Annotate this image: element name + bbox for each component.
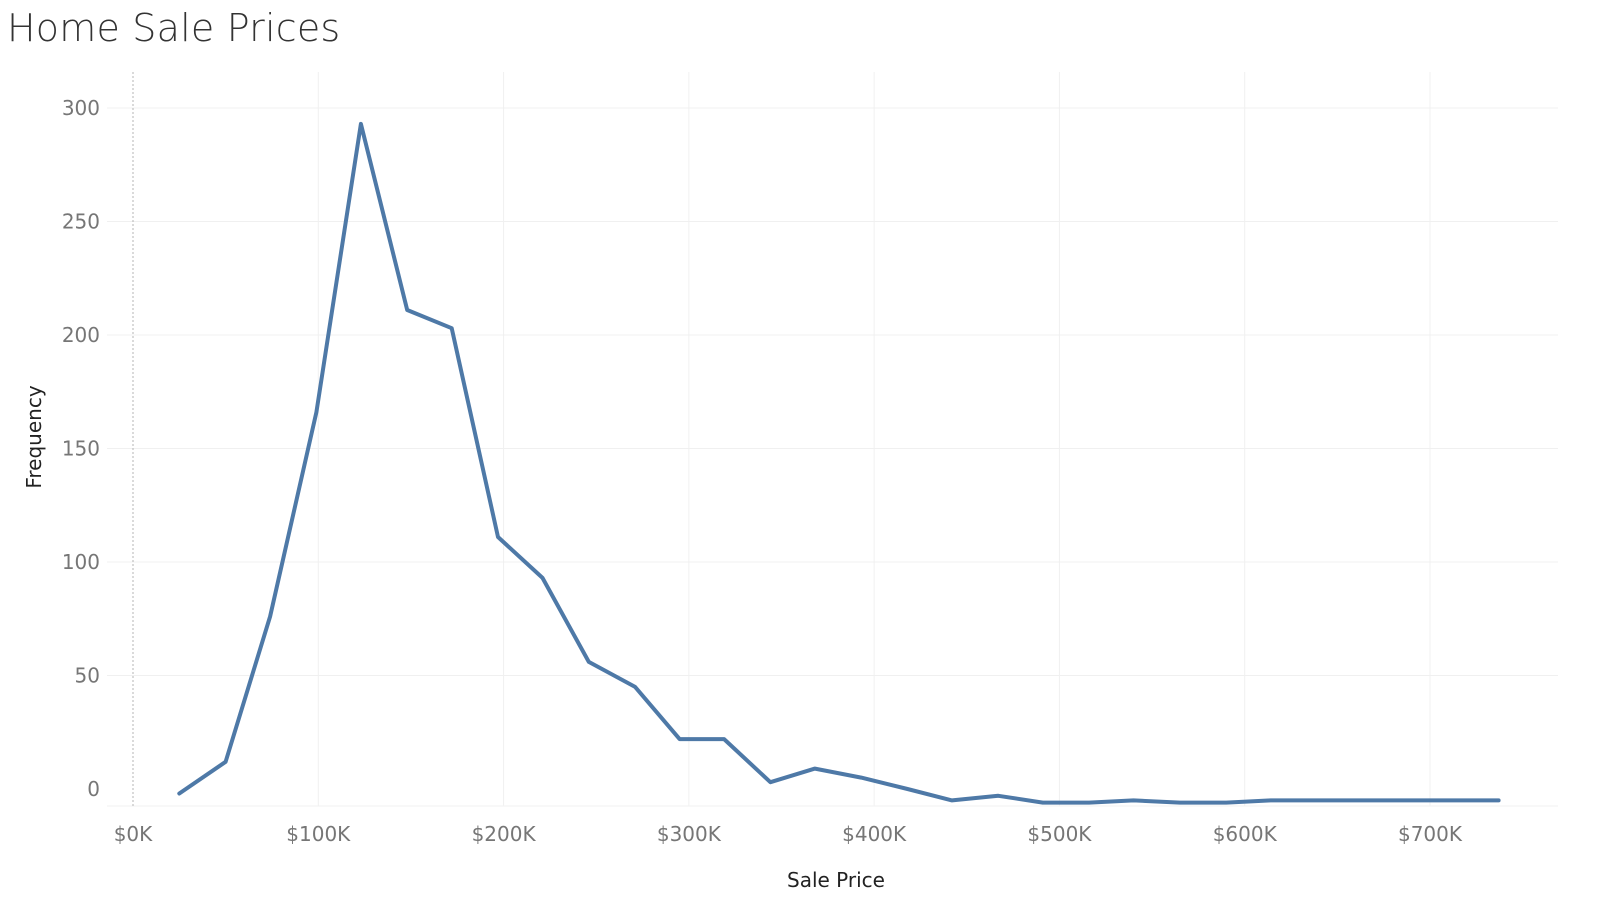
chart-title: Home Sale Prices [7,6,341,50]
y-tick-label: 100 [62,550,100,574]
x-tick-label: $500K [1027,822,1092,846]
y-axis: 0 50 100 150 200 250 300 [62,96,100,801]
x-tick-label: $100K [286,822,351,846]
x-tick-label: $300K [657,822,722,846]
frequency-line [177,121,1501,805]
x-tick-label: $600K [1213,822,1278,846]
y-tick-label: 300 [62,96,100,120]
x-tick-label: $400K [842,822,907,846]
x-tick-label: $200K [472,822,537,846]
x-axis-title: Sale Price [787,868,885,892]
grid-lines [107,72,1558,807]
x-tick-label: $700K [1398,822,1463,846]
y-tick-label: 150 [62,437,100,461]
y-axis-title: Frequency [22,385,46,488]
y-tick-label: 250 [62,210,100,234]
x-axis: $0K $100K $200K $300K $400K $500K $600K $700K [114,822,1463,846]
y-tick-label: 50 [75,664,100,688]
plot-series [177,121,1501,805]
y-tick-label: 0 [87,777,100,801]
y-tick-label: 200 [62,323,100,347]
x-tick-label: $0K [114,822,153,846]
